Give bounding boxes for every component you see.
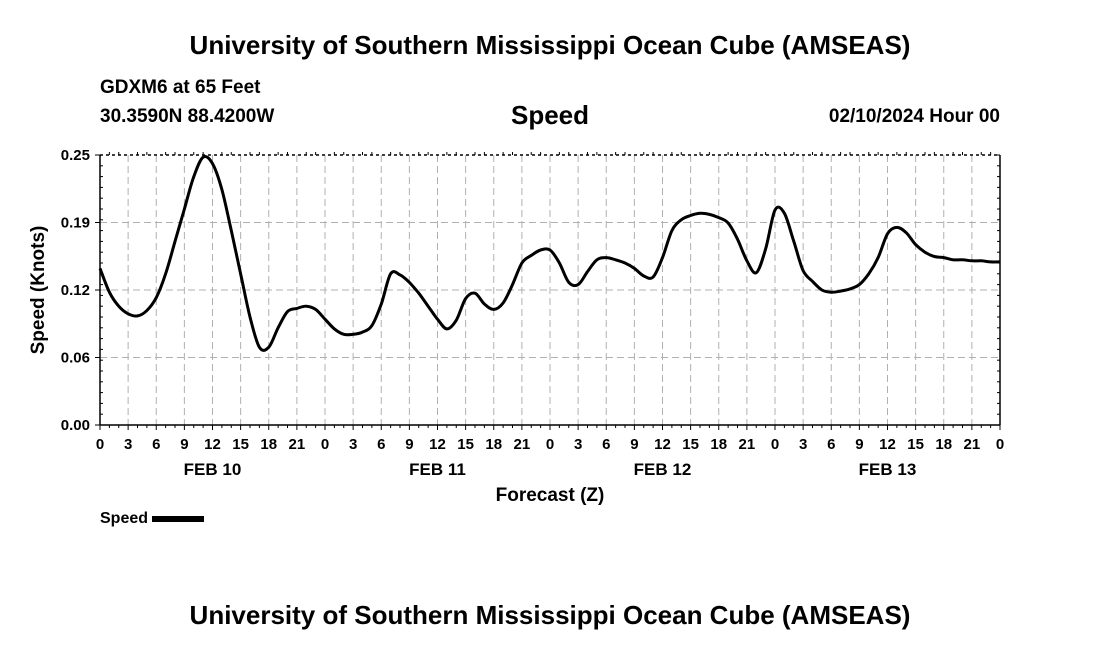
x-tick-label: 0 (96, 436, 104, 453)
x-tick-label: 21 (964, 436, 981, 453)
x-tick-label: 21 (739, 436, 756, 453)
x-tick-label: 15 (907, 436, 924, 453)
y-tick-label: 0.19 (61, 215, 90, 232)
x-tick-label: 9 (855, 436, 863, 453)
x-tick-label: 18 (935, 436, 952, 453)
x-tick-label: 6 (377, 436, 385, 453)
x-tick-label: 18 (710, 436, 727, 453)
x-tick-label: 6 (152, 436, 160, 453)
x-tick-label: 6 (827, 436, 835, 453)
x-tick-label: 3 (574, 436, 582, 453)
y-tick-label: 0.12 (61, 282, 90, 299)
x-tick-label: 12 (879, 436, 896, 453)
speed-series-line (98, 155, 1001, 352)
y-tick-label: 0.06 (61, 350, 90, 367)
x-tick-label: 12 (204, 436, 221, 453)
y-tick-label: 0.25 (61, 147, 90, 164)
plot-title: Speed (510, 100, 590, 130)
x-tick-label: 3 (799, 436, 807, 453)
y-axis-label: Speed (Knots) (28, 226, 49, 355)
x-tick-label: 3 (349, 436, 357, 453)
x-tick-label: 0 (996, 436, 1004, 453)
day-label: FEB 13 (859, 460, 917, 479)
x-tick-label: 12 (654, 436, 671, 453)
x-axis-label: Forecast (Z) (496, 485, 605, 506)
x-tick-label: 9 (180, 436, 188, 453)
x-tick-label: 18 (260, 436, 277, 453)
x-tick-label: 18 (485, 436, 502, 453)
location-label: 30.3590N 88.4200W (100, 106, 275, 127)
x-tick-label: 9 (405, 436, 413, 453)
x-tick-label: 15 (457, 436, 474, 453)
day-label: FEB 12 (634, 460, 692, 479)
x-tick-label: 21 (514, 436, 531, 453)
station-label: GDXM6 at 65 Feet (100, 77, 261, 98)
x-tick-label: 21 (289, 436, 306, 453)
legend: Speed (100, 510, 205, 528)
x-tick-label: 0 (771, 436, 779, 453)
x-tick-label: 9 (630, 436, 638, 453)
legend-label: Speed (100, 510, 149, 527)
y-tick-label: 0.00 (61, 417, 90, 434)
x-tick-label: 15 (682, 436, 699, 453)
legend-line-swatch (152, 515, 205, 522)
forecast-datetime: 02/10/2024 Hour 00 (828, 106, 1000, 127)
x-tick-label: 0 (321, 436, 329, 453)
x-tick-label: 12 (429, 436, 446, 453)
x-tick-label: 6 (602, 436, 610, 453)
chart-title-bottom: University of Southern Mississippi Ocean… (189, 600, 911, 630)
x-tick-label: 15 (232, 436, 249, 453)
x-tick-label: 3 (124, 436, 132, 453)
chart-title-top: University of Southern Mississippi Ocean… (189, 30, 911, 60)
day-label: FEB 11 (409, 460, 466, 479)
day-label: FEB 10 (184, 460, 242, 479)
x-tick-label: 0 (546, 436, 554, 453)
